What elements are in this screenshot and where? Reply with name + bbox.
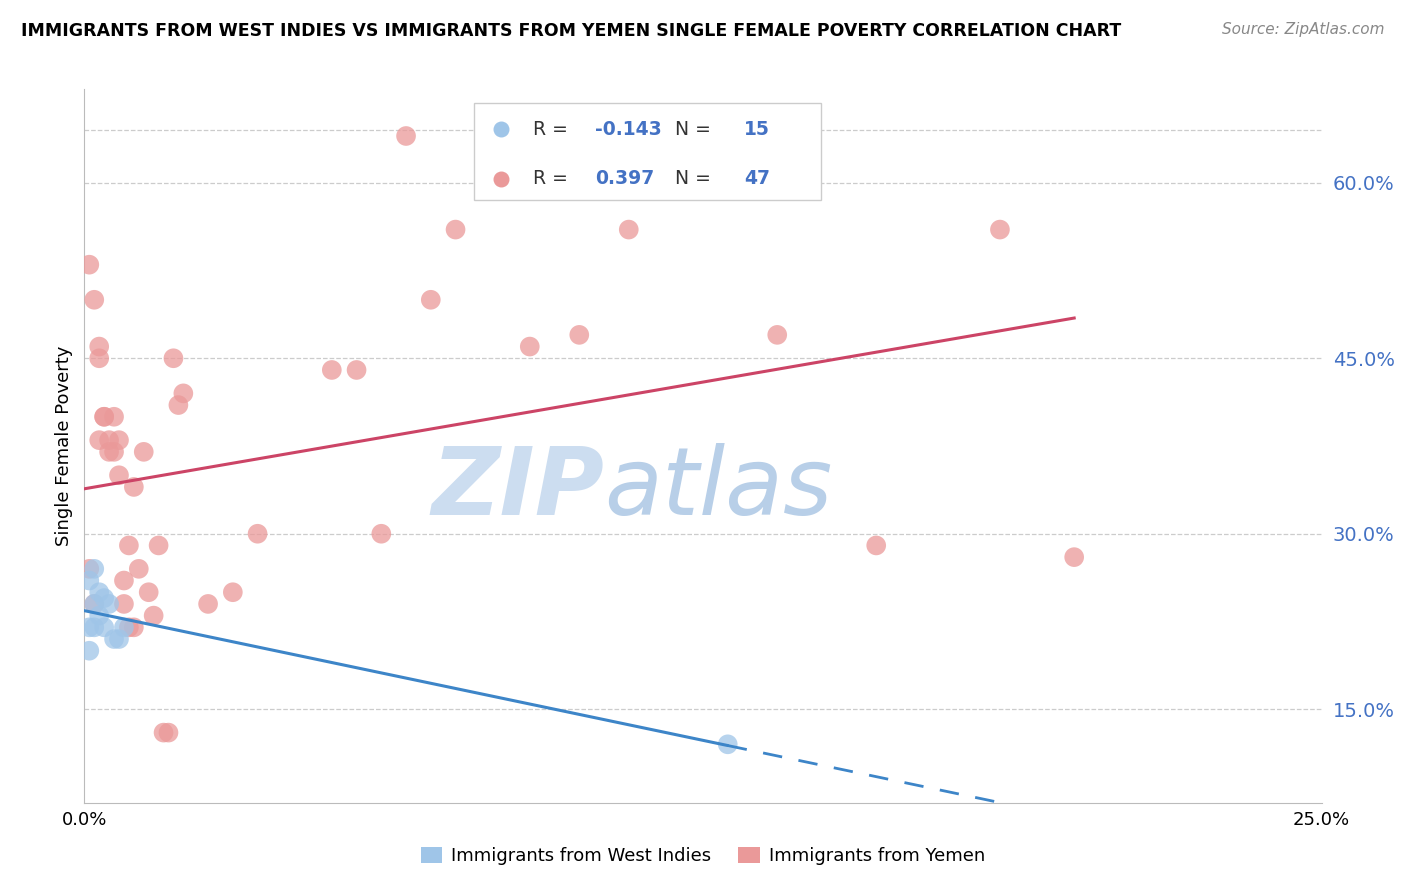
Point <box>444 222 467 236</box>
Text: N =: N = <box>675 120 717 139</box>
Point <box>83 293 105 307</box>
Point <box>197 597 219 611</box>
Text: N =: N = <box>675 169 717 188</box>
Point <box>138 585 160 599</box>
Text: atlas: atlas <box>605 443 832 534</box>
Point <box>152 725 174 739</box>
Legend: Immigrants from West Indies, Immigrants from Yemen: Immigrants from West Indies, Immigrants … <box>413 839 993 872</box>
Point <box>132 445 155 459</box>
Point <box>346 363 368 377</box>
Point <box>112 574 135 588</box>
Point <box>79 574 101 588</box>
Point <box>148 538 170 552</box>
Point <box>89 340 111 354</box>
Point <box>98 433 121 447</box>
Point <box>108 468 131 483</box>
Point <box>83 562 105 576</box>
Point <box>93 409 115 424</box>
Point <box>118 538 141 552</box>
Point <box>98 445 121 459</box>
Point <box>79 258 101 272</box>
Point <box>717 737 740 751</box>
Point <box>89 351 111 366</box>
Point <box>128 562 150 576</box>
Point <box>122 620 145 634</box>
Text: 47: 47 <box>744 169 770 188</box>
Point <box>103 409 125 424</box>
Point <box>93 620 115 634</box>
Point <box>79 620 101 634</box>
Point <box>568 327 591 342</box>
Point <box>172 386 194 401</box>
Point <box>988 222 1011 236</box>
Point <box>89 608 111 623</box>
Point <box>321 363 343 377</box>
Y-axis label: Single Female Poverty: Single Female Poverty <box>55 346 73 546</box>
Text: -0.143: -0.143 <box>595 120 662 139</box>
Point <box>419 293 441 307</box>
Point <box>112 620 135 634</box>
Point <box>118 620 141 634</box>
Point <box>122 480 145 494</box>
Point <box>108 632 131 646</box>
Point <box>112 597 135 611</box>
Point <box>93 409 115 424</box>
Point <box>157 725 180 739</box>
Point <box>395 128 418 143</box>
Point <box>766 327 789 342</box>
Point <box>89 585 111 599</box>
Point <box>83 620 105 634</box>
Point <box>142 608 165 623</box>
Text: 15: 15 <box>744 120 769 139</box>
Text: R =: R = <box>533 169 575 188</box>
Text: IMMIGRANTS FROM WEST INDIES VS IMMIGRANTS FROM YEMEN SINGLE FEMALE POVERTY CORRE: IMMIGRANTS FROM WEST INDIES VS IMMIGRANT… <box>21 22 1122 40</box>
Point <box>103 632 125 646</box>
Point <box>83 597 105 611</box>
Point <box>1063 550 1085 565</box>
Point <box>865 538 887 552</box>
Point <box>162 351 184 366</box>
Point <box>83 597 105 611</box>
Point <box>89 433 111 447</box>
Point <box>617 222 640 236</box>
Point <box>519 340 541 354</box>
Point <box>79 562 101 576</box>
FancyBboxPatch shape <box>474 103 821 200</box>
Text: ZIP: ZIP <box>432 442 605 535</box>
Point <box>222 585 245 599</box>
Point <box>98 597 121 611</box>
Point <box>93 591 115 605</box>
Point <box>79 644 101 658</box>
Text: 0.397: 0.397 <box>595 169 655 188</box>
Point <box>246 526 269 541</box>
Point <box>108 433 131 447</box>
Point <box>103 445 125 459</box>
Text: R =: R = <box>533 120 575 139</box>
Text: Source: ZipAtlas.com: Source: ZipAtlas.com <box>1222 22 1385 37</box>
Point <box>167 398 190 412</box>
Point <box>370 526 392 541</box>
